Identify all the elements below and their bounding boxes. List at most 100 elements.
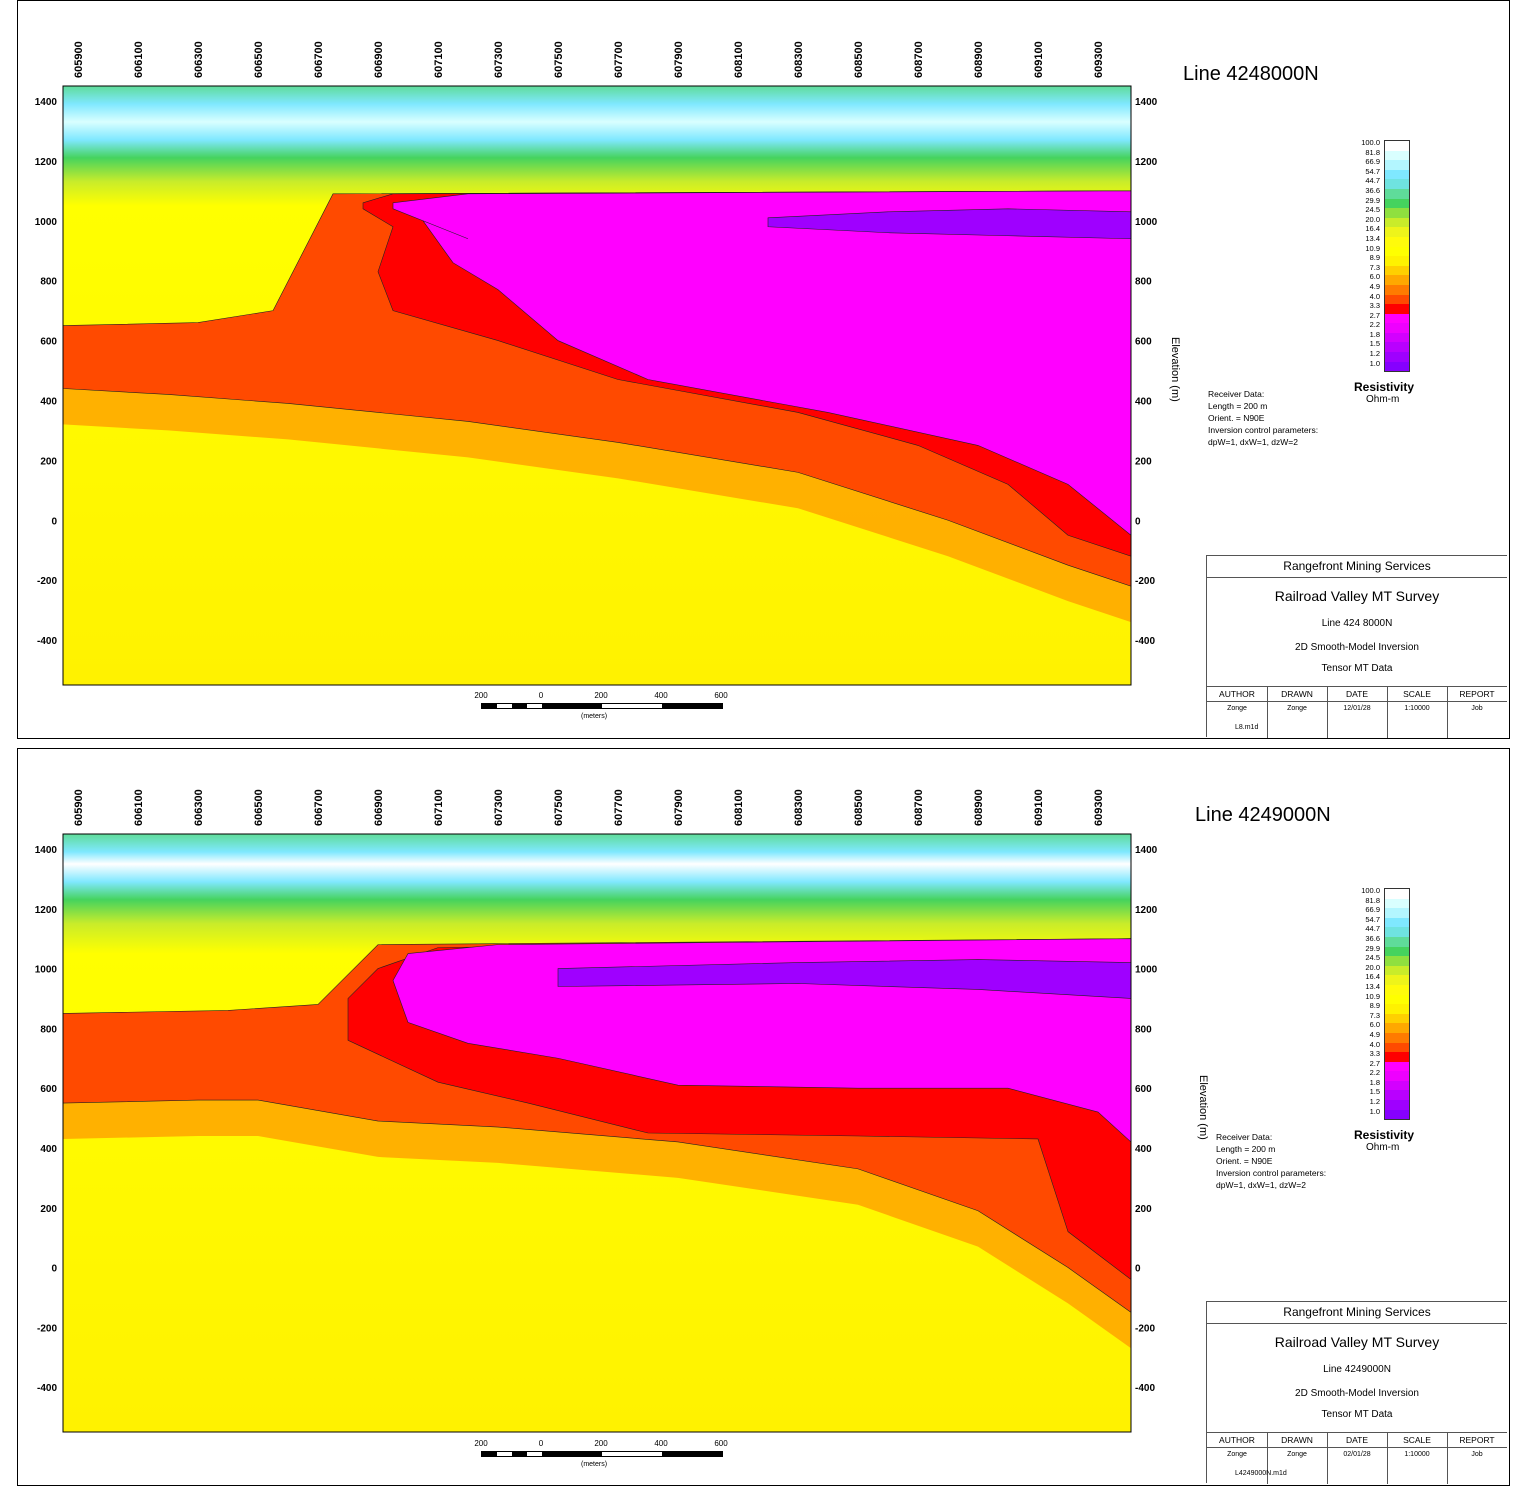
legend-swatch <box>1385 1013 1409 1024</box>
date-value: 02/01/28 <box>1343 1451 1371 1458</box>
legend-swatch <box>1385 994 1409 1005</box>
legend-swatch <box>1385 1071 1409 1081</box>
x-tick-label: 606900 <box>373 789 385 826</box>
legend-value: 81.8 <box>1365 895 1380 905</box>
y-tick-label-left: 1200 <box>35 157 58 168</box>
receiver-data: Receiver Data: Length = 200 m Orient. = … <box>1216 1131 1326 1191</box>
legend-value: 4.9 <box>1369 281 1380 291</box>
legend-swatch <box>1385 965 1409 976</box>
scale-value: 1:10000 <box>1404 705 1430 712</box>
y-tick-label-right: 1400 <box>1135 845 1158 856</box>
legend-value: 16.4 <box>1365 224 1380 234</box>
legend-swatch <box>1385 188 1409 199</box>
x-tick-label: 606700 <box>313 789 325 826</box>
scale-tick: 0 <box>538 691 544 700</box>
receiver-data: Receiver Data: Length = 200 m Orient. = … <box>1208 388 1318 448</box>
x-tick-label: 607700 <box>613 41 625 78</box>
file-name: L8.m1d <box>1235 724 1259 731</box>
survey-name: Railroad Valley MT Survey <box>1274 588 1440 604</box>
x-tick-label: 606300 <box>193 41 205 78</box>
x-tick-label: 608300 <box>793 789 805 826</box>
legend-swatch <box>1385 917 1409 928</box>
legend-swatch <box>1385 956 1409 966</box>
y-tick-label-right: 600 <box>1135 1084 1152 1095</box>
x-tick-label: 608700 <box>913 41 925 78</box>
legend-value: 100.0 <box>1361 138 1380 147</box>
title-block: Rangefront Mining Services Railroad Vall… <box>1206 1301 1507 1484</box>
legend-value: 54.7 <box>1365 166 1380 176</box>
y-tick-label-left: 600 <box>40 337 57 348</box>
legend-labels: 100.0 81.8 66.9 54.7 44.7 36.6 29.9 24.5 20.0 16.… <box>1344 886 1380 1116</box>
x-tick-label: 607900 <box>673 789 685 826</box>
scale-unit: (meters) <box>581 713 608 720</box>
inversion-type: 2D Smooth-Model Inversion <box>1295 642 1419 653</box>
resistivity-band <box>767 208 1131 240</box>
legend-swatch <box>1385 1090 1409 1101</box>
legend-swatch <box>1385 1052 1409 1062</box>
y-tick-label-right: 1200 <box>1135 157 1158 168</box>
x-tick-label: 606100 <box>133 789 145 826</box>
legend-swatch <box>1385 936 1409 947</box>
legend-value: 36.6 <box>1365 185 1380 195</box>
scale-tick: 600 <box>714 1439 728 1448</box>
y-tick-label-left: -200 <box>37 576 57 587</box>
scale-tick: 200 <box>594 1439 608 1448</box>
x-tick-label: 607100 <box>433 789 445 826</box>
scale-tick: 200 <box>594 691 608 700</box>
legend-swatch <box>1385 294 1409 305</box>
y-tick-label-right: 1000 <box>1135 965 1158 976</box>
legend-swatch <box>1385 898 1409 909</box>
company-name: Rangefront Mining Services <box>1207 1302 1507 1324</box>
legend-value: 1.8 <box>1369 1077 1380 1087</box>
x-tick-label: 608100 <box>733 41 745 78</box>
scale-tick: 0 <box>538 1439 544 1448</box>
drawn-header: DRAWN <box>1267 687 1327 702</box>
receiver-line: Length = 200 m <box>1208 401 1268 411</box>
scale-header: SCALE <box>1387 687 1447 702</box>
y-tick-label-right: 200 <box>1135 1204 1152 1215</box>
receiver-line: Inversion control parameters: <box>1208 425 1319 435</box>
receiver-line: Inversion control parameters: <box>1216 1168 1327 1178</box>
date-value: 12/01/28 <box>1343 705 1371 712</box>
legend-value: 3.3 <box>1369 301 1380 311</box>
receiver-line: dpW=1, dxW=1, dzW=2 <box>1216 1180 1306 1190</box>
legend-value: 1.0 <box>1369 358 1380 368</box>
receiver-line: Receiver Data: <box>1208 389 1265 399</box>
author-header: AUTHOR <box>1207 687 1267 702</box>
legend-swatch <box>1385 313 1409 324</box>
y-tick-label-left: 800 <box>40 277 57 288</box>
legend-swatch <box>1385 975 1409 985</box>
x-tick-label: 607500 <box>553 41 565 78</box>
line-name: Line 424 8000N <box>1321 618 1393 629</box>
x-tick-label: 607500 <box>553 789 565 826</box>
title-block-grid: AUTHOR Zonge DRAWN Zonge DATE 12/01/28 SCAL… <box>1207 686 1507 738</box>
legend-swatch <box>1385 1080 1409 1091</box>
y-tick-label-right: 0 <box>1135 516 1141 527</box>
x-tick-label: 607300 <box>493 41 505 78</box>
x-tick-label: 608300 <box>793 41 805 78</box>
x-tick-label: 606100 <box>133 41 145 78</box>
y-tick-label-right: 1000 <box>1135 217 1158 228</box>
legend-value: 29.9 <box>1365 195 1380 205</box>
y-tick-label-left: 800 <box>40 1024 57 1035</box>
scale-unit: (meters) <box>581 1461 608 1468</box>
scale-bar-graphic <box>481 703 723 709</box>
scale-bar: 200 0 200 400 600 (meters) <box>474 1439 727 1469</box>
legend-value: 4.9 <box>1369 1029 1380 1039</box>
legend-swatch <box>1385 217 1409 228</box>
scale-tick: 400 <box>654 1439 668 1448</box>
file-name: L4249000N.m1d <box>1235 1470 1287 1477</box>
scale-tick: 400 <box>654 691 668 700</box>
receiver-line: Orient. = N90E <box>1208 413 1265 423</box>
section-panel-1: 605900 606100 606300 606500 606700 606900 6071… <box>17 0 1510 739</box>
title-block: Rangefront Mining Services Railroad Vall… <box>1206 555 1507 738</box>
author-value: Zonge <box>1227 1451 1247 1458</box>
legend-value: 20.0 <box>1365 962 1380 972</box>
x-tick-label: 607900 <box>673 41 685 78</box>
scale-header: SCALE <box>1387 1433 1447 1448</box>
legend-swatch <box>1385 927 1409 937</box>
legend-swatch <box>1385 361 1409 372</box>
y-tick-label-left: 400 <box>40 1144 57 1155</box>
legend-swatch <box>1385 304 1409 314</box>
legend-swatch <box>1385 227 1409 237</box>
